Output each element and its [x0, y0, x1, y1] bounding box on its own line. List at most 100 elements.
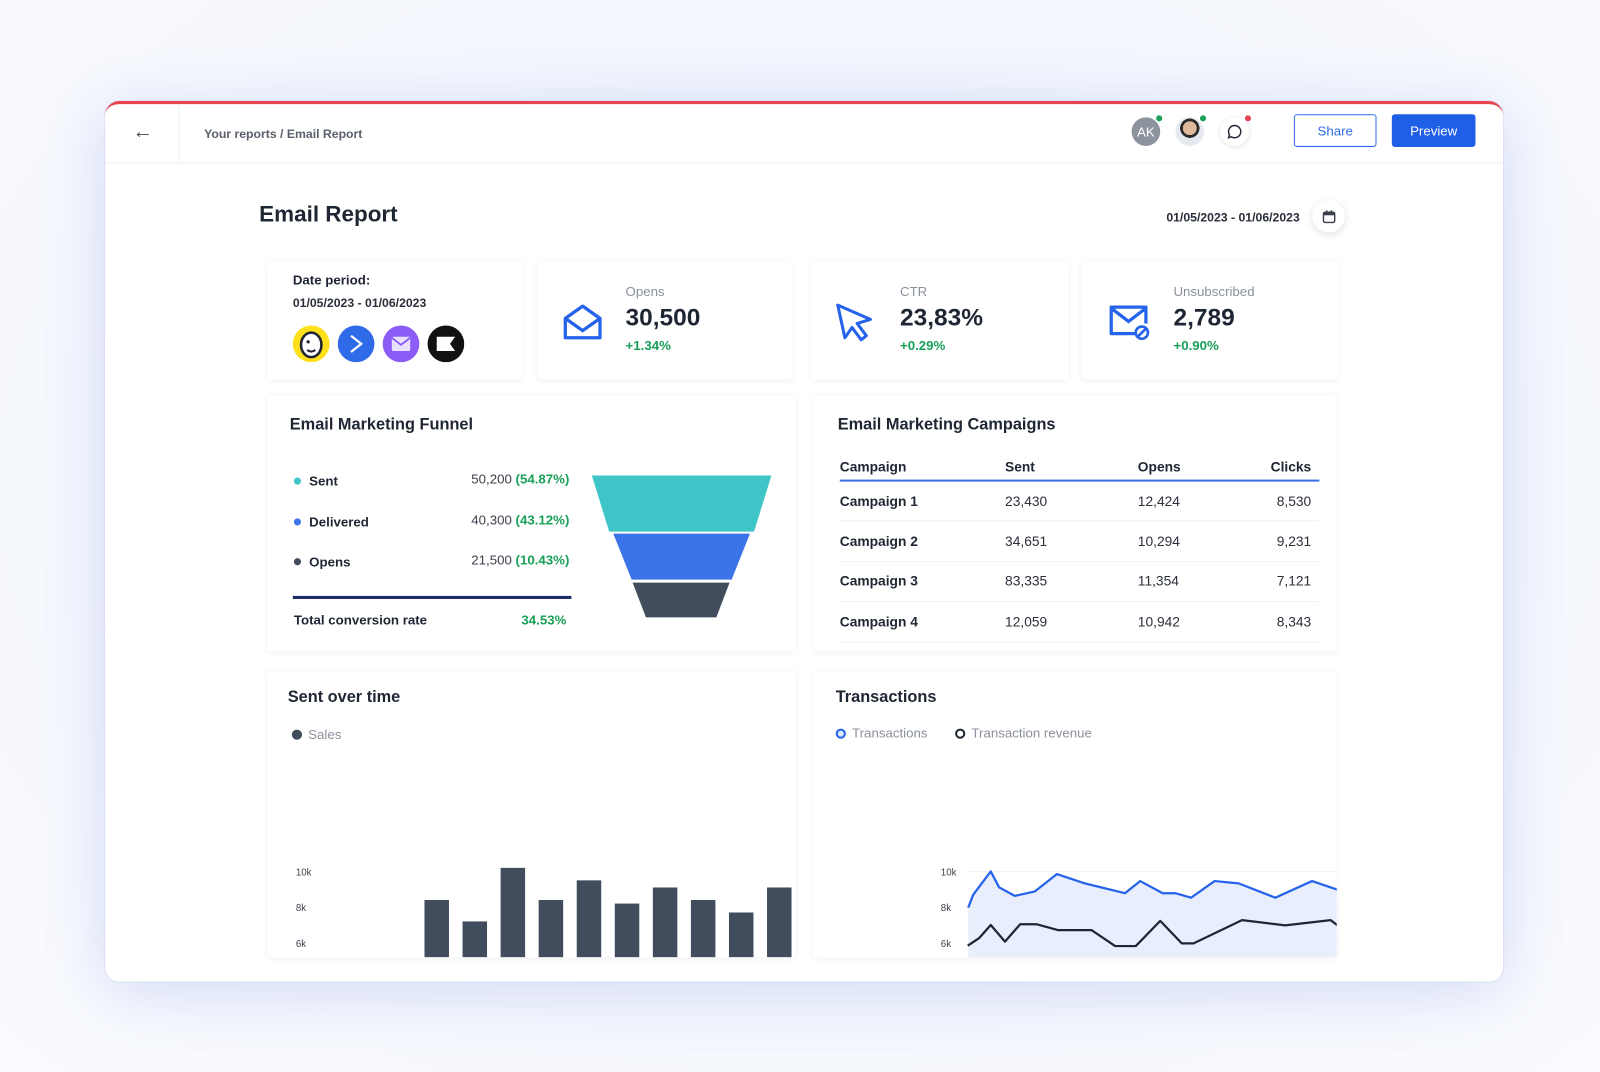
- column-header[interactable]: Campaign: [839, 453, 1006, 482]
- kpi-delta: +0.90%: [1173, 337, 1219, 354]
- bar-07: [652, 887, 678, 958]
- legend-sales[interactable]: Sales: [291, 726, 342, 742]
- y-tick-label: 10k: [296, 868, 312, 879]
- legend-transactions[interactable]: Transactions: [835, 726, 927, 741]
- funnel-value: 50,200 (54.87%): [471, 471, 569, 486]
- date-period-label: Date period:: [292, 272, 371, 288]
- legend-dot: [293, 477, 302, 485]
- campaigns-table: Campaign Sent Opens Clicks Campaign 1 23,430 1…: [839, 453, 1320, 643]
- funnel-label: Opens: [309, 554, 351, 570]
- legend-transaction-revenue[interactable]: Transaction revenue: [955, 726, 1092, 741]
- avatar-photo[interactable]: [1175, 114, 1208, 146]
- sendinblue-icon[interactable]: [337, 325, 375, 363]
- bar-06: [614, 903, 640, 958]
- email-icon[interactable]: [382, 325, 420, 363]
- page-title: Email Report: [259, 201, 398, 227]
- calendar-button[interactable]: [1312, 199, 1345, 233]
- legend-label: Sales: [308, 726, 342, 742]
- funnel-pct: (10.43%): [515, 552, 570, 568]
- section-title: Email Marketing Funnel: [289, 416, 474, 434]
- bar-01: [424, 899, 449, 958]
- series-line-transaction-revenue: [967, 919, 1337, 948]
- kpi-delta: +0.29%: [899, 337, 946, 354]
- breadcrumb[interactable]: Your reports / Email Report: [204, 126, 363, 141]
- avatar-ak[interactable]: AK: [1131, 114, 1164, 146]
- kpi-ctr: CTR 23,83% +0.29%: [811, 262, 1069, 380]
- chart-title: Transactions: [835, 688, 937, 707]
- column-header[interactable]: Opens: [1137, 453, 1271, 482]
- legend-dot: [293, 558, 302, 566]
- back-arrow-icon[interactable]: ←: [132, 120, 154, 143]
- chart-title: Sent over time: [287, 688, 401, 707]
- table-row[interactable]: Campaign 2 34,651 10,294 9,231: [839, 520, 1320, 562]
- chat-icon[interactable]: [1220, 114, 1253, 146]
- bar-05: [576, 880, 602, 958]
- top-bar: ← Your reports / Email Report AK Share P…: [105, 104, 1504, 164]
- kpi-value: 23,83%: [899, 304, 984, 332]
- funnel-segment-sent: [591, 475, 772, 532]
- table-cell: 11,354: [1137, 561, 1271, 603]
- funnel-row-opens: Opens: [293, 554, 351, 570]
- table-cell: 7,121: [1270, 561, 1320, 603]
- y-tick-label: 8k: [941, 903, 951, 914]
- total-conversion-label: Total conversion rate: [293, 612, 428, 628]
- table-cell: Campaign 4: [839, 601, 1006, 643]
- bar-chart: 2k4k6k8k10k010203040506070809101112: [296, 867, 792, 958]
- kpi-delta: +1.34%: [625, 337, 671, 354]
- kpi-label: CTR: [899, 283, 928, 299]
- campaigns-card: Email Marketing Campaigns Campaign Sent Op…: [813, 395, 1337, 652]
- y-tick-label: 6k: [296, 939, 306, 950]
- column-header[interactable]: Sent: [1005, 453, 1138, 482]
- bar-04: [538, 899, 564, 958]
- date-range[interactable]: 01/05/2023 - 01/06/2023: [1166, 210, 1300, 225]
- funnel-segment-delivered: [613, 533, 750, 580]
- calendar-icon: [1322, 209, 1335, 223]
- bar-09: [728, 912, 754, 958]
- y-tick-label: 10k: [941, 868, 957, 879]
- funnel-pct: (43.12%): [515, 511, 570, 528]
- report-window: ← Your reports / Email Report AK Share P…: [105, 101, 1504, 982]
- kpi-value: 2,789: [1173, 304, 1235, 332]
- kpi-unsubscribed: Unsubscribed 2,789 +0.90%: [1081, 262, 1339, 380]
- bar-02: [462, 921, 488, 958]
- cursor-icon: [836, 303, 872, 342]
- divider: [292, 595, 572, 599]
- table-cell: 8,343: [1270, 601, 1320, 643]
- kpi-label: Unsubscribed: [1173, 283, 1255, 299]
- funnel-label: Delivered: [309, 513, 369, 530]
- divider: [178, 104, 180, 164]
- mailchimp-icon[interactable]: [292, 325, 330, 363]
- kpi-opens: Opens 30,500 +1.34%: [537, 262, 793, 380]
- sent-over-time-card: Sent over time Sales 2k4k6k8k10k01020304…: [267, 671, 796, 958]
- table-cell: 9,231: [1270, 520, 1320, 562]
- line-chart: 2k4k6k8k10k01020304050607080910: [941, 868, 1337, 958]
- funnel-row-delivered: Delivered: [293, 513, 369, 530]
- total-conversion-value: 34.53%: [521, 612, 567, 628]
- klaviyo-icon[interactable]: [427, 325, 465, 363]
- legend-dot: [293, 517, 302, 525]
- share-button[interactable]: Share: [1293, 114, 1377, 147]
- funnel-value: 21,500 (10.43%): [471, 552, 569, 567]
- funnel-count: 50,200: [471, 471, 512, 487]
- table-cell: 83,335: [1005, 561, 1138, 603]
- bar-03: [500, 867, 526, 958]
- date-period-value: 01/05/2023 - 01/06/2023: [292, 295, 427, 311]
- table-cell: Campaign 1: [839, 480, 1006, 522]
- funnel-chart: [591, 475, 772, 618]
- column-header[interactable]: Clicks: [1270, 453, 1320, 482]
- bar-10: [767, 887, 792, 958]
- section-title: Email Marketing Campaigns: [837, 416, 1056, 434]
- table-row[interactable]: Campaign 3 83,335 11,354 7,121: [839, 561, 1320, 603]
- envelope-open-icon: [563, 304, 602, 340]
- table-row[interactable]: Campaign 1 23,430 12,424 8,530: [839, 480, 1320, 522]
- envelope-blocked-icon: [1109, 305, 1150, 341]
- legend-label: Transaction revenue: [971, 725, 1092, 741]
- preview-button[interactable]: Preview: [1391, 114, 1476, 147]
- table-cell: 34,651: [1005, 520, 1138, 562]
- y-tick-label: 8k: [296, 903, 306, 914]
- funnel-row-sent: Sent: [293, 473, 338, 489]
- table-cell: 12,059: [1005, 601, 1138, 643]
- table-cell: 23,430: [1005, 480, 1138, 522]
- table-row[interactable]: Campaign 4 12,059 10,942 8,343: [839, 601, 1320, 643]
- table-cell: Campaign 3: [839, 561, 1006, 603]
